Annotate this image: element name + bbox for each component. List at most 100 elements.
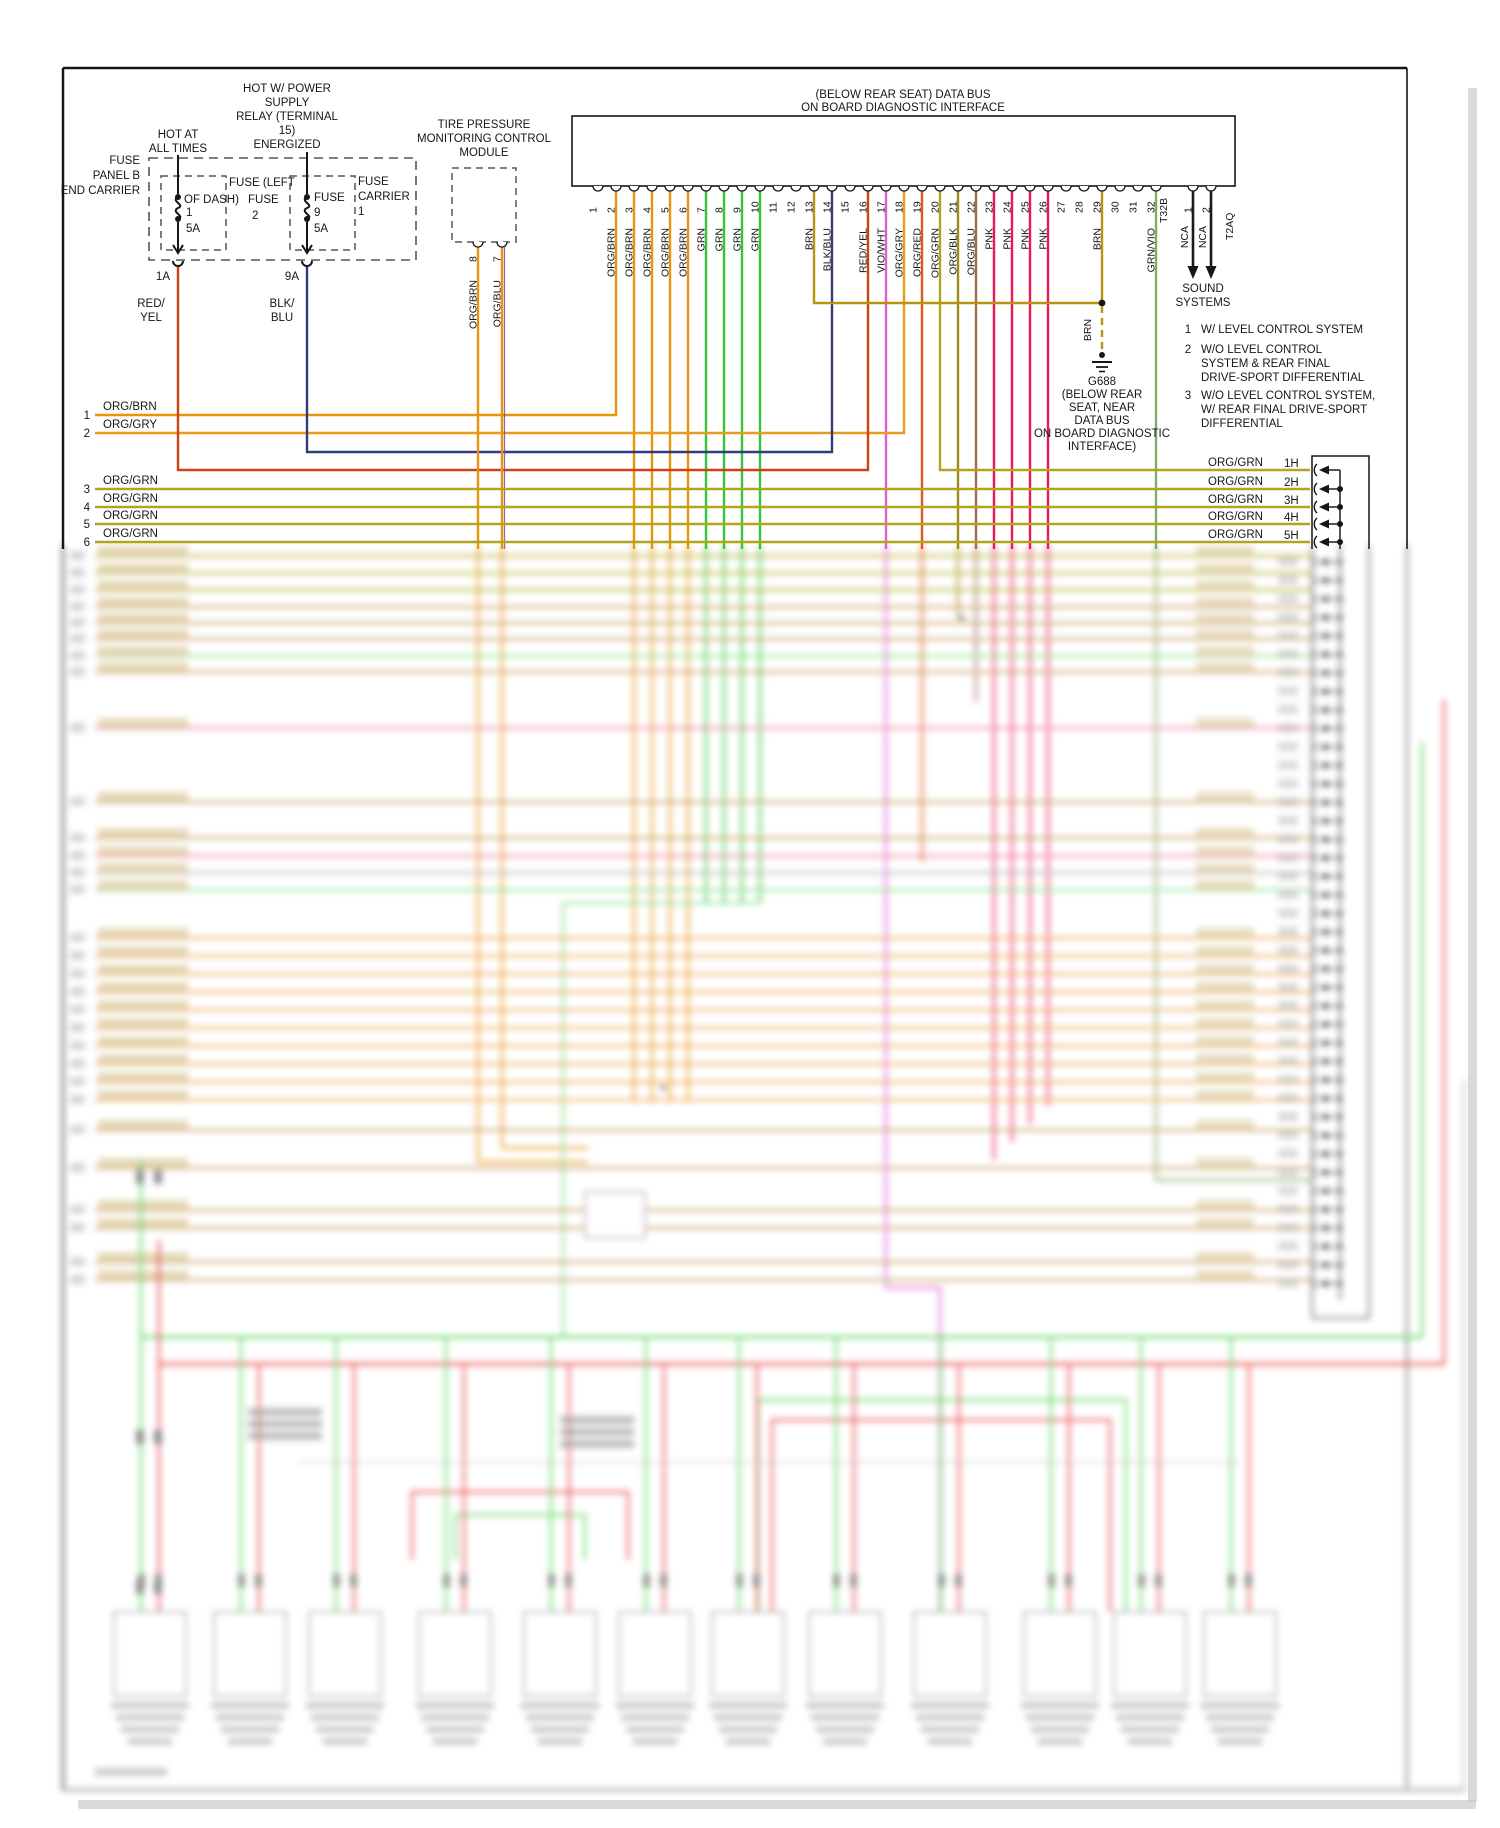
pin-bracket	[1313, 500, 1318, 514]
tpms-module: TIRE PRESSURE MONITORING CONTROL MODULE …	[417, 119, 552, 329]
ground-location: INTERFACE)	[1068, 441, 1137, 453]
blur-pin-chip	[1278, 1112, 1298, 1121]
blur-pin-dot	[1337, 744, 1343, 750]
pin-number: 25	[1020, 201, 1032, 213]
blur-pin-bracket	[1314, 667, 1318, 679]
connector-nub	[548, 1574, 555, 1587]
component-caption-chip	[1128, 1738, 1172, 1745]
blur-row-number-chip	[70, 1223, 85, 1232]
blur-pin-arrow	[1319, 965, 1328, 973]
connector-nub	[1138, 1574, 1145, 1587]
pin-arrow-head	[1319, 484, 1329, 494]
blur-row-right-chip	[1196, 1158, 1254, 1169]
component-caption-chip	[1121, 1726, 1179, 1733]
component-caption-chip	[426, 1726, 484, 1733]
pin-arrow-head	[1319, 519, 1329, 529]
blur-pin-dot	[1337, 984, 1343, 991]
blur-row-label-chip	[98, 718, 188, 729]
right-row-pin-label: 5H	[1284, 530, 1299, 542]
component-box	[618, 1611, 692, 1697]
blur-pin-arrow	[1319, 743, 1328, 751]
component-caption-chip	[928, 1738, 972, 1745]
pin-wire-label: PNK	[984, 228, 996, 250]
blur-row-number-chip	[70, 1023, 85, 1032]
mid-label-chip	[560, 1440, 634, 1448]
blur-pin-arrow	[1319, 632, 1328, 640]
blur-pin-chip	[1278, 1241, 1298, 1251]
pin-wire-label: GRN	[696, 228, 708, 251]
sound-systems-label: SOUND	[1182, 283, 1224, 295]
relay-label: RELAY (TERMINAL	[236, 111, 338, 123]
blur-row-label-chip	[98, 546, 188, 557]
left-row-wire-label: ORG/BRN	[103, 401, 157, 413]
blur-row-label-chip	[98, 597, 188, 608]
blur-pin-chip	[1278, 1001, 1298, 1010]
pin-notch	[790, 185, 802, 192]
blur-row-number-chip	[70, 1059, 85, 1068]
pin-wire-label: ORG/BLK	[948, 228, 960, 275]
connector-pins: 1 2 ORG/BRN 3 ORG/BRN 4 ORG/BRN 5 ORG/BRN 6 ORG/BR…	[588, 185, 1162, 278]
fuse9-number: 9	[314, 207, 320, 219]
fuse1-number: 1	[186, 207, 192, 219]
blur-pin-arrow	[1319, 983, 1328, 992]
blkblu-label: BLU	[271, 312, 293, 324]
blur-row-right-chip	[1196, 1072, 1254, 1083]
tpms-box	[451, 167, 517, 243]
component-box	[1203, 1611, 1277, 1697]
blur-pin-bracket	[1314, 1185, 1318, 1197]
tpms-title: MODULE	[459, 147, 509, 159]
blur-pin-bracket	[1314, 630, 1318, 642]
blur-pin-bracket	[1314, 852, 1318, 864]
pin-number: 24	[1002, 201, 1014, 213]
blur-row-label-chip	[98, 1036, 188, 1047]
relay-label: ENERGIZED	[253, 139, 320, 151]
left-row-number: 5	[84, 519, 90, 531]
blur-pin-dot	[1337, 1003, 1343, 1009]
blur-pin-bracket	[1314, 1074, 1318, 1086]
connector-nub	[660, 1574, 667, 1587]
left-row-number: 1	[84, 410, 90, 422]
component-caption-chip	[1201, 1702, 1279, 1709]
blur-pin-arrow	[1319, 780, 1328, 788]
blur-pin-dot	[1337, 1132, 1343, 1139]
ground-wire-label: BRN	[1082, 319, 1094, 341]
left-nub	[136, 1430, 144, 1444]
relay-label: 15)	[279, 125, 296, 137]
component-caption-chip	[116, 1714, 184, 1721]
component-box	[913, 1611, 987, 1697]
blur-pin-arrow	[1319, 1279, 1328, 1288]
blur-row-number-chip	[70, 833, 85, 842]
blur-row-label-chip	[98, 1270, 188, 1281]
note-text: W/ REAR FINAL DRIVE-SPORT	[1201, 404, 1367, 416]
blur-pin-dot	[1337, 873, 1343, 880]
blur-row-right-chip	[1196, 1000, 1254, 1011]
blur-pin-dot	[1337, 577, 1343, 584]
connector-nub	[350, 1574, 357, 1587]
blurred-content	[61, 545, 1465, 1792]
component-caption-chip	[416, 1702, 494, 1709]
wire-row1-orgbrn	[95, 191, 618, 417]
blur-row-label-chip	[98, 1200, 188, 1211]
blur-row-number-chip	[70, 585, 85, 594]
sound-systems-label: SYSTEMS	[1176, 297, 1231, 309]
mid-label-chip	[248, 1408, 322, 1416]
blur-row-number-chip	[70, 551, 85, 560]
blur-pin-chip	[1278, 723, 1298, 733]
blur-pin-dot	[1337, 596, 1343, 602]
diagram-frame	[61, 66, 1408, 549]
blur-pin-chip	[1278, 1130, 1298, 1140]
blur-pin-chip	[1278, 816, 1298, 825]
blur-pin-bracket	[1314, 871, 1318, 882]
pin-notch	[988, 185, 1000, 192]
blur-row-right-chip	[1196, 792, 1254, 803]
blur-pin-bracket	[1314, 815, 1318, 827]
component-caption-chip	[816, 1726, 874, 1733]
junction-dot	[1098, 299, 1106, 307]
junction-dot	[1337, 486, 1343, 492]
right-row-wire-label: ORG/GRN	[1208, 529, 1263, 541]
fuse-terminal-dot	[175, 194, 181, 200]
pin-notch	[844, 185, 856, 192]
blur-row-number-chip	[70, 723, 85, 732]
blur-row-right-chip	[1196, 1252, 1254, 1263]
blur-row-number-chip	[70, 951, 85, 960]
